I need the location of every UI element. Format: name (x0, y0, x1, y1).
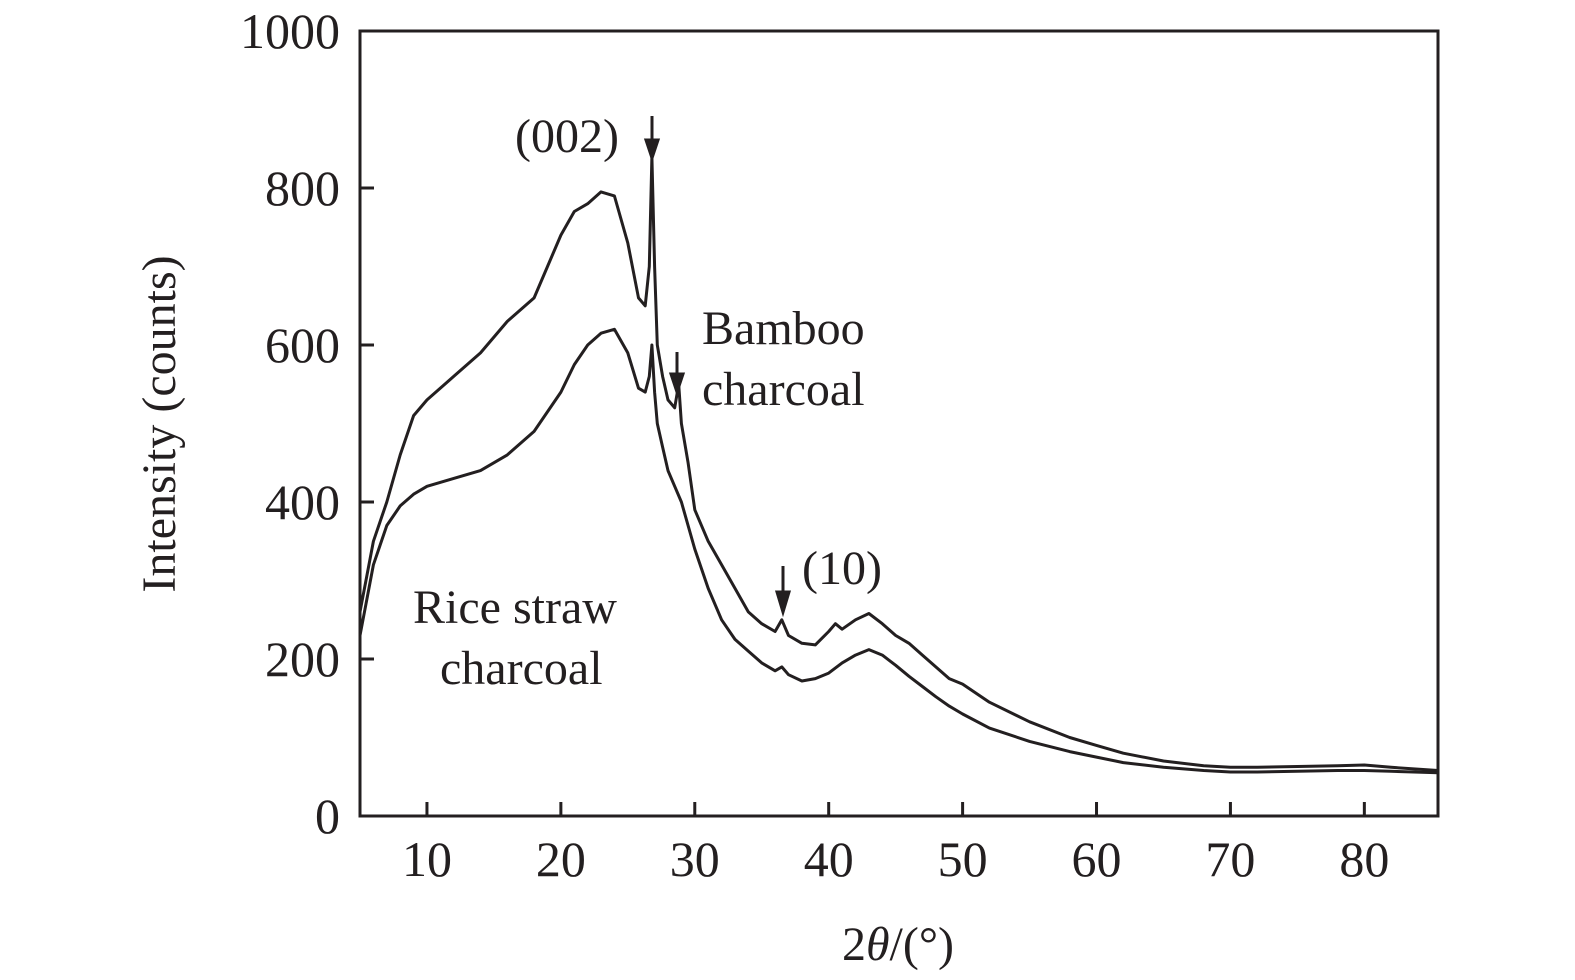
y-tick-label-0: 0 (315, 788, 340, 844)
y-tick-label-1000: 1000 (240, 3, 340, 59)
series-line-bamboo-charcoal (358, 155, 1439, 772)
annotation-bamboo-line2: charcoal (702, 363, 865, 416)
annotation-rice-line1: Rice straw (413, 581, 617, 634)
arrow-002-peak (643, 116, 661, 163)
x-axis-title-suffix: /(°) (890, 918, 955, 971)
x-axis-ticks: 10 20 30 40 50 60 70 80 (402, 802, 1389, 887)
annotation-002: (002) (515, 110, 619, 163)
x-axis-title-prefix: 2 (842, 918, 866, 971)
y-tick-label-400: 400 (265, 474, 340, 530)
x-tick-label-60: 60 (1072, 831, 1122, 887)
x-tick-label-40: 40 (804, 831, 854, 887)
y-tick-label-200: 200 (265, 631, 340, 687)
x-tick-label-20: 20 (536, 831, 586, 887)
y-axis-title: Intensity (counts) (133, 255, 186, 592)
x-tick-label-50: 50 (938, 831, 988, 887)
arrow-bamboo-shoulder (668, 352, 686, 397)
x-axis-title: 2θ/(°) (842, 918, 954, 971)
annotation-rice-line2: charcoal (440, 642, 603, 695)
y-tick-label-600: 600 (265, 317, 340, 373)
x-axis-title-theta: θ (866, 918, 890, 971)
x-tick-label-30: 30 (670, 831, 720, 887)
annotation-bamboo-line1: Bamboo (702, 302, 865, 355)
x-tick-label-70: 70 (1205, 831, 1255, 887)
plot-frame (358, 29, 1440, 818)
y-tick-label-800: 800 (265, 160, 340, 216)
arrow-10-peak (774, 566, 792, 618)
series-group (358, 155, 1439, 775)
x-tick-label-10: 10 (402, 831, 452, 887)
y-axis-ticks: 0 200 400 600 800 1000 (240, 3, 374, 844)
annotation-10: (10) (802, 542, 882, 595)
x-tick-label-80: 80 (1339, 831, 1389, 887)
series-line-rice-straw-charcoal (358, 327, 1439, 775)
